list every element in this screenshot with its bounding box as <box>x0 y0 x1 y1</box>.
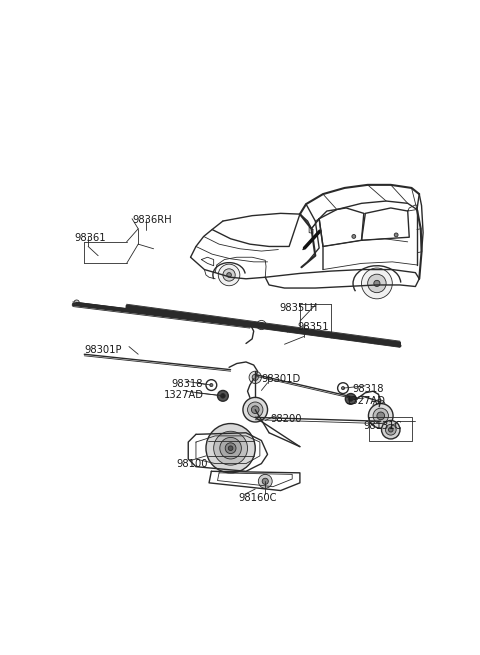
Circle shape <box>382 421 400 439</box>
Circle shape <box>345 394 356 404</box>
Circle shape <box>217 390 228 402</box>
Circle shape <box>262 478 268 485</box>
Circle shape <box>361 268 392 299</box>
Circle shape <box>385 424 396 435</box>
Circle shape <box>223 269 235 281</box>
Circle shape <box>225 443 236 454</box>
Text: 98351: 98351 <box>298 322 329 332</box>
Circle shape <box>221 394 225 398</box>
Circle shape <box>368 274 386 293</box>
Text: 1327AD: 1327AD <box>346 396 386 406</box>
Circle shape <box>341 386 345 390</box>
Text: 98160C: 98160C <box>238 493 277 503</box>
Text: 98131C: 98131C <box>364 421 402 431</box>
Text: 98301P: 98301P <box>84 345 122 355</box>
Text: 98318: 98318 <box>352 384 384 394</box>
Circle shape <box>394 233 398 237</box>
Circle shape <box>376 403 382 409</box>
Circle shape <box>243 398 267 422</box>
Circle shape <box>248 402 263 417</box>
Circle shape <box>218 264 240 286</box>
Text: 98200: 98200 <box>271 415 302 424</box>
Circle shape <box>352 234 356 238</box>
Circle shape <box>369 403 393 428</box>
Circle shape <box>220 438 241 459</box>
Text: 98361: 98361 <box>74 233 106 242</box>
Circle shape <box>252 406 259 413</box>
Circle shape <box>258 474 272 488</box>
Circle shape <box>259 323 264 328</box>
Circle shape <box>228 446 233 451</box>
Circle shape <box>227 272 231 277</box>
Text: 98100: 98100 <box>177 459 208 469</box>
Circle shape <box>257 320 266 329</box>
Text: 98318: 98318 <box>171 379 203 389</box>
Circle shape <box>252 374 258 381</box>
Text: 9836RH: 9836RH <box>132 215 172 225</box>
Circle shape <box>74 300 79 305</box>
Text: 98301D: 98301D <box>262 373 300 384</box>
Circle shape <box>373 400 385 412</box>
Circle shape <box>249 371 262 384</box>
Circle shape <box>388 428 393 432</box>
Circle shape <box>377 412 384 420</box>
Circle shape <box>210 384 213 386</box>
Circle shape <box>374 280 380 286</box>
Circle shape <box>214 431 248 465</box>
Text: 1327AD: 1327AD <box>164 390 204 400</box>
Circle shape <box>337 383 348 394</box>
Circle shape <box>373 408 388 424</box>
Circle shape <box>206 424 255 473</box>
Circle shape <box>206 380 217 390</box>
Circle shape <box>348 397 353 402</box>
Text: 9835LH: 9835LH <box>279 303 317 312</box>
